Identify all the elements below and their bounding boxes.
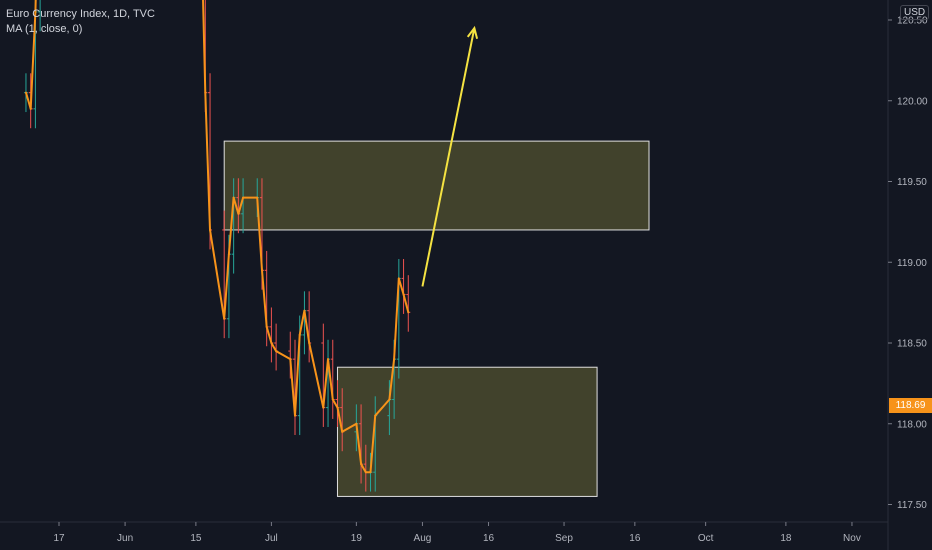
time-axis: 17 Jun 15 Jul 19 Aug 16 Sep 16 Oct 18 Nov <box>53 522 861 544</box>
x-tick-label: Nov <box>843 533 861 544</box>
ma-point <box>331 398 334 401</box>
arrow-layer <box>421 25 479 287</box>
ma-point <box>29 107 32 110</box>
ma-point <box>298 333 301 336</box>
ma-point <box>223 317 226 320</box>
x-tick-label: 16 <box>629 533 641 544</box>
ma-point <box>327 358 330 361</box>
x-tick-label: 17 <box>53 533 65 544</box>
arrow-shaft <box>421 27 476 287</box>
ma-point <box>322 406 325 409</box>
x-tick-label: 15 <box>190 533 202 544</box>
last-price-tag: 118.69 <box>889 398 932 413</box>
ma-point <box>204 91 207 94</box>
ma-point <box>369 471 372 474</box>
ma-point <box>256 196 259 199</box>
x-tick-label: 19 <box>351 533 363 544</box>
ma-point <box>402 293 405 296</box>
arrow-head <box>466 25 479 39</box>
price-axis: 117.50 118.00 118.50 119.00 119.50 120.00 120.… <box>888 16 928 511</box>
ma-point <box>336 406 339 409</box>
ma-point <box>242 196 245 199</box>
ma-line <box>25 0 410 474</box>
ma-point <box>34 10 37 13</box>
ma-point <box>232 196 235 199</box>
ma-point <box>397 277 400 280</box>
ma-point <box>388 398 391 401</box>
ma-point <box>393 358 396 361</box>
ma-point <box>308 342 311 344</box>
ma-point <box>260 269 263 272</box>
x-tick-label: 18 <box>780 533 792 544</box>
zone-box-3 <box>336 366 598 497</box>
ohlc-bar <box>38 0 41 32</box>
zones-layer <box>223 140 650 497</box>
ohlc-bar <box>321 323 326 427</box>
ma-point <box>289 358 292 361</box>
ma-point <box>360 463 363 466</box>
ma-point <box>237 212 240 215</box>
ma-point <box>265 325 268 328</box>
currency-badge[interactable]: USD <box>900 5 930 20</box>
ma-point <box>227 253 230 256</box>
ma-point <box>303 309 306 312</box>
x-tick-label: Sep <box>555 533 573 544</box>
ma-point <box>24 91 27 94</box>
ma-line-layer <box>24 0 410 474</box>
y-tick-label: 119.00 <box>897 258 927 269</box>
y-tick-label: 117.50 <box>897 500 927 511</box>
ma-point <box>355 422 358 425</box>
y-tick-label: 118.50 <box>897 339 927 350</box>
ma-point <box>407 311 410 314</box>
indicator-label[interactable]: MA (1, close, 0) <box>6 23 83 35</box>
y-tick-label: 118.00 <box>897 419 927 430</box>
ma-point <box>364 471 367 474</box>
ma-point <box>270 342 273 344</box>
ma-point <box>341 430 344 433</box>
y-tick-label: 120.50 <box>897 16 928 27</box>
x-tick-label: Aug <box>414 533 432 544</box>
x-tick-label: Jul <box>265 533 278 544</box>
y-tick-label: 119.50 <box>897 177 927 188</box>
chart-title: Euro Currency Index, 1D, TVC <box>6 8 155 20</box>
x-tick-label: Oct <box>698 533 714 544</box>
ma-point <box>209 228 212 231</box>
ma-point <box>374 414 377 417</box>
x-tick-label: 16 <box>483 533 495 544</box>
x-tick-label: Jun <box>117 533 133 544</box>
ma-point <box>275 350 278 353</box>
y-tick-label: 120.00 <box>897 96 928 107</box>
ma-point <box>294 414 296 417</box>
